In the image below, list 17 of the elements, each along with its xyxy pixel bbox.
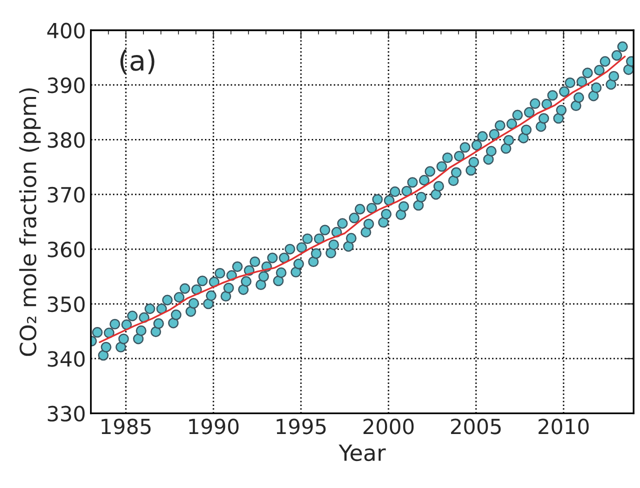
y-tick-label: 400 xyxy=(47,22,85,38)
y-tick-label: 370 xyxy=(48,186,85,203)
y-tick-label: 340 xyxy=(48,351,85,367)
x-tick-label: 2000 xyxy=(364,418,414,434)
x-tick-label: 2010 xyxy=(538,418,589,434)
x-tick-label: 1995 xyxy=(276,418,326,434)
y-tick-label: 330 xyxy=(48,406,85,422)
annotation: (a) xyxy=(120,49,154,74)
x-tick-label: 1990 xyxy=(189,418,239,434)
x-tick-label: 1985 xyxy=(102,418,151,434)
y-tick-label: 390 xyxy=(48,77,85,94)
x-tick-label: 2005 xyxy=(451,418,501,434)
y-axis-title: CO₂ mole fraction (ppm) xyxy=(19,88,41,356)
x-axis-title: Year xyxy=(338,444,386,462)
y-tick-label: 350 xyxy=(48,296,85,312)
y-tick-label: 380 xyxy=(48,132,85,148)
y-tick-label: 360 xyxy=(48,242,85,258)
